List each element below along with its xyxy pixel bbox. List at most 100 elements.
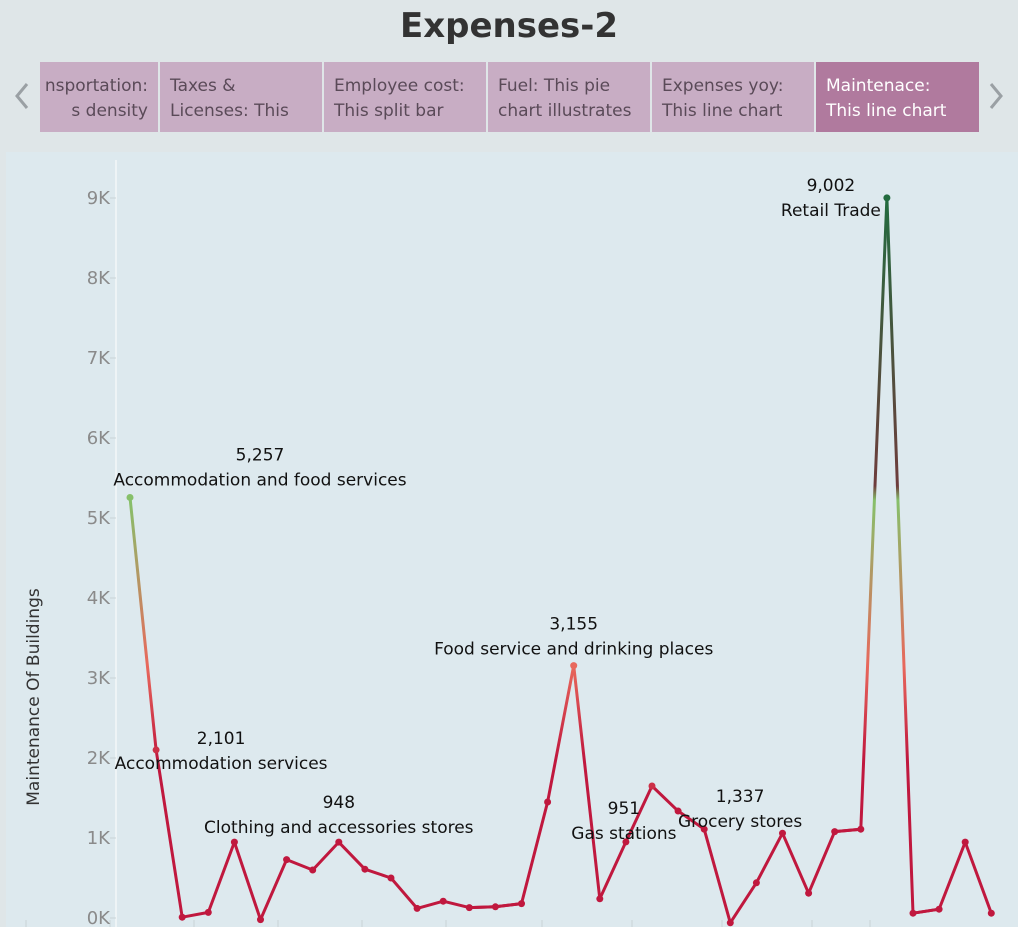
line-segment — [937, 840, 967, 911]
previous-story-button[interactable] — [10, 80, 34, 112]
data-point[interactable] — [204, 908, 212, 916]
story-point-line1: Employee cost: — [334, 76, 465, 96]
data-point[interactable] — [752, 879, 760, 887]
y-tick-label: 8K — [87, 268, 111, 289]
data-point[interactable] — [465, 904, 473, 912]
line-segment — [885, 196, 915, 915]
line-segment — [363, 867, 393, 880]
story-point-taxes[interactable]: Taxes & Licenses: This — [160, 62, 322, 132]
line-segment — [963, 840, 993, 915]
data-point[interactable] — [831, 828, 839, 836]
y-tick-label: 5K — [87, 508, 111, 529]
data-point[interactable] — [726, 919, 734, 927]
story-point-line2: s density — [71, 101, 148, 121]
data-point[interactable] — [178, 913, 186, 921]
data-point[interactable] — [387, 874, 395, 882]
data-label-value: 5,257 — [236, 445, 285, 465]
data-point[interactable] — [570, 662, 578, 670]
data-point[interactable] — [987, 909, 995, 917]
y-tick-label: 2K — [87, 748, 111, 769]
story-points-strip: nsportation: s density Taxes & Licenses:… — [40, 62, 980, 132]
line-segment — [754, 831, 784, 885]
chevron-left-icon — [15, 83, 29, 109]
line-segment — [859, 196, 889, 831]
y-tick-label: 9K — [87, 188, 111, 209]
story-point-employee-cost[interactable]: Employee cost: This split bar — [324, 62, 486, 132]
data-point[interactable] — [700, 825, 708, 833]
y-tick-label: 1K — [87, 828, 111, 849]
data-point[interactable] — [544, 798, 552, 806]
data-point[interactable] — [257, 916, 264, 924]
story-point-line2: This split bar — [334, 101, 444, 121]
line-segment — [180, 910, 210, 919]
data-point[interactable] — [648, 782, 656, 790]
data-label-category: Accommodation services — [115, 754, 328, 774]
data-point[interactable] — [361, 865, 369, 873]
next-story-button[interactable] — [984, 80, 1008, 112]
chart-panel: 0K 1K 2K 3K 4K 5K 6K 7K 8K 9K 5,257 Accommodation … — [6, 152, 1018, 927]
data-point[interactable] — [518, 900, 525, 908]
line-segment-flat — [833, 827, 863, 834]
y-axis-title: Maintenance Of Buildings — [24, 588, 44, 806]
line-segment — [807, 830, 837, 895]
data-label-category: Food service and drinking places — [434, 640, 713, 660]
data-point[interactable] — [935, 905, 943, 913]
data-point[interactable] — [961, 838, 969, 846]
data-point[interactable] — [857, 825, 865, 833]
line-segment — [285, 858, 315, 872]
data-point[interactable] — [126, 493, 134, 501]
data-point[interactable] — [413, 904, 421, 912]
data-point[interactable] — [309, 866, 317, 874]
line-segment — [728, 881, 758, 925]
data-label-value: 9,002 — [807, 176, 856, 196]
line-segment-flat — [493, 902, 523, 909]
line-segment — [415, 899, 445, 910]
line-segment — [702, 827, 732, 925]
data-point[interactable] — [596, 895, 604, 903]
data-point[interactable] — [883, 194, 891, 202]
story-point-line1: Expenses yoy: — [662, 76, 784, 96]
line-segment — [624, 784, 654, 844]
story-point-expenses-yoy[interactable]: Expenses yoy: This line chart — [652, 62, 814, 132]
data-point[interactable] — [805, 889, 813, 897]
line-segment-flat — [467, 905, 497, 910]
data-label-category: Retail Trade — [781, 201, 881, 221]
chevron-right-icon — [989, 83, 1003, 109]
data-point[interactable] — [622, 838, 630, 846]
y-tick-label: 0K — [87, 908, 111, 927]
line-segment-flat — [911, 907, 941, 915]
story-point-line2: This line chart — [826, 101, 947, 121]
line-segment — [781, 831, 811, 895]
data-point[interactable] — [491, 903, 499, 911]
story-point-fuel[interactable]: Fuel: This pie chart illustrates — [488, 62, 650, 132]
story-point-transportation[interactable]: nsportation: s density — [40, 62, 158, 132]
y-tick-label: 3K — [87, 668, 111, 689]
line-segment — [389, 876, 419, 910]
line-segment — [128, 495, 158, 752]
data-label-value: 948 — [323, 793, 355, 813]
data-point[interactable] — [230, 838, 238, 846]
line-segment — [572, 664, 602, 901]
data-label-category: Gas stations — [571, 824, 676, 844]
line-segment — [598, 840, 628, 901]
story-point-line1: Maintenace: — [826, 76, 931, 96]
line-segment — [337, 840, 367, 871]
data-point[interactable] — [335, 838, 343, 846]
story-point-maintenance[interactable]: Maintenace: This line chart — [816, 62, 979, 132]
maintenance-line-chart: 0K 1K 2K 3K 4K 5K 6K 7K 8K 9K 5,257 Accommodation … — [25, 160, 995, 927]
data-point[interactable] — [283, 856, 291, 864]
data-label-category: Grocery stores — [678, 812, 802, 832]
y-tick-label: 6K — [87, 428, 111, 449]
line-segment — [676, 809, 706, 831]
data-point[interactable] — [439, 897, 447, 905]
line-segment — [232, 840, 262, 922]
data-point[interactable] — [674, 807, 682, 815]
story-point-line1: Taxes & — [170, 76, 236, 96]
y-tick-label: 7K — [87, 348, 111, 369]
data-label-value: 951 — [608, 799, 640, 819]
data-point[interactable] — [152, 746, 160, 754]
story-point-line1: nsportation: — [44, 76, 148, 96]
data-point[interactable] — [779, 829, 786, 837]
data-point[interactable] — [909, 909, 917, 917]
story-point-line2: chart illustrates — [498, 101, 632, 121]
